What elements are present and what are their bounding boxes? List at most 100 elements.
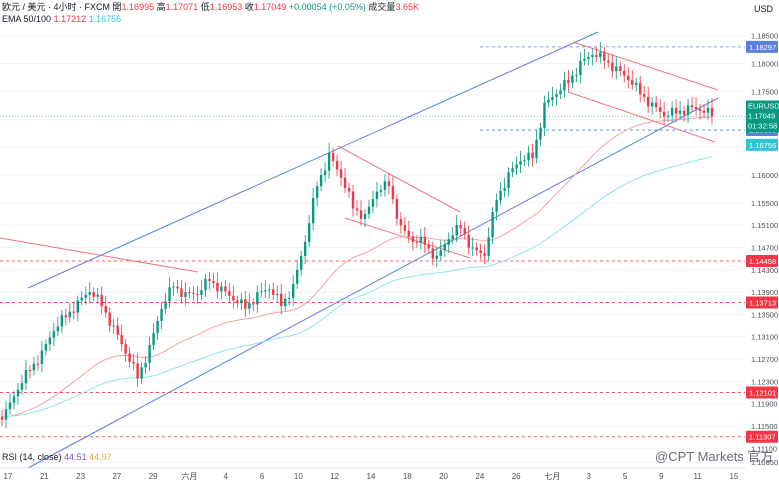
candle-body: [128, 353, 131, 362]
candle-body: [551, 96, 554, 100]
candle-body: [611, 62, 614, 72]
trend-line: [337, 145, 461, 213]
candle-body: [16, 389, 20, 397]
ema50-value: 1.17212: [53, 14, 87, 24]
candle-body: [132, 361, 135, 364]
candle-body: [447, 239, 450, 245]
symbol-line: 欧元 / 美元 · 4小时 · FXCM: [2, 2, 111, 12]
rsi-value-2: 44.97: [89, 452, 112, 462]
candle-body: [375, 191, 379, 200]
candle-body: [347, 188, 351, 192]
candle-body: [188, 292, 191, 294]
x-tick-label: 10: [294, 472, 303, 481]
candle-body: [371, 199, 375, 207]
channel-line: [27, 97, 719, 469]
candle-body: [44, 344, 48, 351]
candle-body: [216, 282, 219, 292]
candle-body: [176, 286, 179, 289]
candle-body: [96, 294, 99, 297]
candle-body: [698, 109, 702, 111]
watermark: @CPT Markets 官方: [655, 449, 774, 464]
y-tick-label: 1.16000: [751, 171, 778, 180]
candle-body: [240, 299, 243, 304]
candle-body: [196, 293, 199, 295]
candle-body: [670, 107, 674, 116]
candle-body: [459, 225, 462, 228]
candle-body: [228, 291, 231, 296]
candle-body: [343, 177, 347, 189]
x-tick-label: 24: [475, 472, 484, 481]
candle-body: [252, 303, 255, 305]
candle-body: [160, 308, 163, 321]
candle-body: [152, 333, 155, 346]
candle-body: [531, 152, 534, 159]
candle-body: [559, 90, 562, 95]
candle-body: [583, 58, 586, 61]
candle-body: [387, 181, 391, 187]
candle-body: [288, 297, 291, 299]
x-tick-label: 七月: [544, 472, 560, 481]
low-value: 1.16953: [209, 2, 243, 12]
candle-body: [666, 115, 670, 117]
x-tick-label: 29: [149, 472, 158, 481]
candle-body: [224, 286, 227, 292]
level-tag-label: 1.12101: [749, 388, 776, 397]
grid: [0, 35, 745, 463]
candle-body: [144, 362, 147, 368]
candle-body: [642, 94, 646, 97]
candle-body: [523, 160, 526, 162]
close-value: 1.17049: [253, 2, 287, 12]
y-tick-label: 1.17500: [751, 87, 778, 96]
level-tag: [746, 386, 778, 399]
x-tick-label: 3: [587, 472, 592, 481]
price-axis-bg: [745, 0, 779, 483]
price-tag: [746, 100, 779, 133]
candle-body: [52, 331, 56, 338]
candle-body: [168, 287, 171, 302]
candle-body: [256, 292, 259, 305]
x-tick-label: 14: [367, 472, 376, 481]
candle-body: [120, 334, 123, 345]
channel-line: [27, 31, 599, 289]
y-tick-label: 1.10850: [751, 458, 778, 467]
price-tag-timer: 01:32:58: [748, 121, 777, 130]
candle-body: [232, 295, 235, 301]
x-tick-label: 六月: [181, 471, 197, 481]
candle-body: [184, 292, 187, 297]
candle-body: [471, 247, 474, 249]
level-tag-label: 1.18297: [749, 43, 776, 52]
candle-body: [299, 255, 303, 270]
candle-body: [499, 190, 502, 201]
candles: [0, 42, 714, 429]
candle-body: [164, 301, 167, 309]
high-label: 高: [156, 2, 166, 12]
y-tick-label: 1.14300: [751, 266, 778, 275]
candle-body: [28, 370, 32, 372]
candle-body: [303, 241, 307, 256]
candle-body: [419, 237, 423, 243]
candle-body: [463, 227, 466, 235]
y-tick-label: 1.18000: [751, 59, 778, 68]
x-tick-label: 26: [512, 472, 521, 481]
y-tick-label: 1.12700: [751, 355, 778, 364]
candle-body: [319, 175, 323, 187]
candle-body: [706, 107, 710, 113]
candle-body: [658, 107, 662, 112]
level-tag-label: 1.13713: [749, 299, 776, 308]
y-tick-label: 1.15500: [751, 199, 778, 208]
candle-body: [100, 294, 103, 307]
candle-body: [172, 286, 175, 288]
candle-body: [479, 250, 482, 254]
candle-body: [455, 225, 458, 236]
currency-label: USD: [753, 4, 773, 14]
candle-body: [575, 74, 578, 76]
candle-body: [674, 107, 678, 114]
candle-body: [431, 248, 434, 259]
candle-body: [603, 52, 606, 61]
candle-body: [116, 325, 119, 335]
candle-body: [507, 172, 510, 189]
candle-body: [491, 211, 494, 238]
candle-body: [212, 280, 215, 283]
candle-body: [646, 96, 650, 107]
